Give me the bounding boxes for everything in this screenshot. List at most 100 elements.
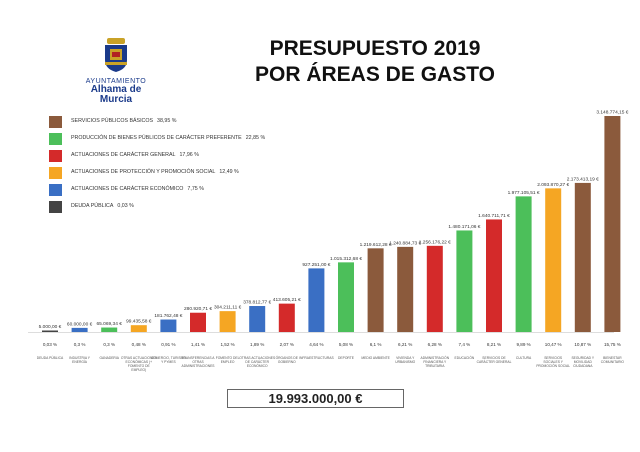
bar-pct-label: 4,64 % (309, 342, 323, 347)
title-line1: PRESUPUESTO 2019 (269, 37, 481, 60)
bar-9 (278, 303, 295, 332)
bar-11 (338, 262, 354, 332)
bar-pct-label: 0,91 % (161, 342, 175, 347)
bar-value-label: 99.435,58 € (126, 319, 152, 325)
legend-swatch (49, 201, 62, 213)
legend-label: DEUDA PÚBLICA (71, 203, 114, 209)
bar-pct-label: 0,3 % (74, 342, 86, 347)
legend-label: SERVICIOS PÚBLICOS BÁSICOS (71, 118, 154, 124)
bar-pct-label: 1,41 % (191, 342, 205, 347)
bar-value-label: 304.211,11 € (214, 305, 242, 311)
x-category-label: ADMINISTRACIÓN FINANCIERA Y TRIBUTARIA (421, 355, 450, 368)
bar-pct-label: 6,1 % (370, 342, 382, 347)
bar-17 (515, 196, 532, 332)
bar-8 (249, 306, 266, 332)
bar-14 (426, 245, 443, 332)
bar-value-label: 3.148.774,15 € (596, 110, 628, 116)
bar-pct-label: 0,3 % (103, 342, 115, 347)
bar-value-label: 65.069,34 € (97, 321, 123, 327)
legend-swatch (49, 116, 62, 128)
bar-13 (397, 246, 414, 332)
bar-value-label: 1.219.612,28 € (360, 242, 392, 248)
bar-pct-label: 0,03 % (43, 342, 57, 347)
x-category-label: COMERCIO, TURISMO Y PYMES (151, 356, 187, 364)
total-budget-box: 19.993.000,00 € (227, 389, 404, 408)
bar-value-label: 413.605,21 € (273, 297, 301, 303)
title-line2: POR ÁREAS DE GASTO (255, 63, 495, 86)
bar-value-label: 60.000,00 € (67, 321, 93, 327)
legend-pct: 0,03 % (117, 203, 134, 209)
x-category-label: OTRAS ACTUACIONES DE CARÁCTER ECONÓMICO (239, 356, 276, 368)
x-category-label: DEPORTE (338, 356, 355, 360)
legend-label: PRODUCCIÓN DE BIENES PÚBLICOS DE CARÁCTE… (71, 135, 242, 141)
bar-value-label: 1.015.312,68 € (330, 256, 362, 262)
bar-19 (574, 182, 591, 332)
bar-18 (545, 188, 562, 332)
x-category-label: EDUCACIÓN (455, 355, 475, 360)
bar-pct-label: 5,08 % (339, 342, 353, 347)
legend-pct: 12,49 % (219, 169, 239, 175)
bar-value-label: 1.256.176,22 € (419, 239, 451, 245)
bar-value-label: 2.093.870,27 € (537, 182, 569, 188)
bar-value-label: 280.920,71 € (184, 306, 212, 312)
bar-15 (456, 230, 473, 332)
x-category-label: GANADERIA (99, 356, 119, 360)
bar-3 (101, 327, 118, 332)
legend-label: ACTUACIONES DE CARÁCTER ECONÓMICO (71, 186, 184, 192)
x-category-label: FOMENTO DEL EMPLEO (216, 356, 240, 364)
x-category-label: SERVICIOS SOCIALES Y PROMOCIÓN SOCIAL (536, 356, 570, 368)
legend-label: ACTUACIONES DE CARÁCTER GENERAL (71, 152, 176, 158)
page-title: PRESUPUESTO 2019 POR ÁREAS DE GASTO (200, 36, 550, 88)
logo: AYUNTAMIENTO Alhama de Murcia (76, 38, 156, 105)
x-category-label: BIENESTAR COMUNITARIO (601, 356, 625, 364)
coat-of-arms-icon (105, 38, 127, 72)
x-category-label: INDUSTRIA Y ENERGÍA (69, 356, 90, 364)
bar-20 (604, 116, 621, 332)
bar-pct-label: 10,47 % (545, 342, 562, 347)
logo-line2: Alhama de Murcia (90, 84, 142, 105)
bar-value-label: 1.240.884,73 € (389, 240, 421, 246)
bar-value-label: 378.812,77 € (243, 300, 271, 306)
legend-swatch (49, 167, 62, 179)
bar-pct-label: 9,89 % (516, 342, 530, 347)
bar-10 (308, 268, 325, 332)
bar-value-label: 181.762,48 € (154, 313, 182, 319)
x-category-label: SEGURIDAD Y MOVILIDAD CIUDADANA (571, 356, 594, 368)
x-category-label: MEDIO AMBIENTE (361, 356, 390, 360)
bar-pct-label: 8,21 % (487, 342, 501, 347)
x-category-label: TRANSFERENCIAS A OTRAS ADMINISTRACIONES (182, 356, 216, 368)
legend-swatch (49, 150, 62, 162)
bar-pct-label: 0,48 % (132, 342, 146, 347)
bar-value-label: 1.640.711,71 € (478, 213, 510, 219)
x-category-label: INFRAESTRUCTURAS (299, 356, 334, 360)
legend-swatch (49, 184, 62, 196)
bar-pct-label: 2,07 % (280, 342, 294, 347)
bar-value-label: 927.251,00 € (302, 262, 330, 268)
x-category-label: SERVICIOS DE CARÁCTER GENERAL (477, 356, 512, 364)
bar-12 (367, 248, 384, 332)
logo-line1: AYUNTAMIENTO (85, 78, 147, 85)
bar-7 (219, 311, 236, 332)
bar-6 (190, 312, 206, 332)
legend-pct: 22,85 % (245, 135, 266, 141)
bar-pct-label: 1,89 % (250, 342, 264, 347)
x-category-label: ÓRGANOS DE GOBIERNO (276, 355, 299, 364)
x-category-label: OTRAS ACTUACIONES ECONÓMICAS (+ FOMENTO DE… (121, 356, 158, 372)
x-category-label: DEUDA PÚBLICA (37, 356, 64, 360)
bar-pct-label: 6,28 % (428, 342, 442, 347)
legend-pct: 17,96 % (179, 152, 199, 158)
bar-16 (486, 219, 502, 332)
legend-pct: 7,75 % (187, 186, 204, 192)
bar-value-label: 2.173.413,19 € (567, 176, 599, 182)
bar-2 (71, 327, 88, 332)
bar-4 (130, 325, 147, 332)
legend-pct: 38,95 % (157, 118, 177, 124)
bar-pct-label: 15,75 % (604, 342, 621, 347)
x-category-label: VIVIENDA Y URBANISMO (395, 356, 415, 364)
bar-value-label: 1.480.171,06 € (448, 224, 480, 230)
bar-5 (160, 319, 177, 332)
legend-swatch (49, 133, 62, 145)
bar-1 (42, 330, 58, 332)
bar-pct-label: 6,21 % (398, 342, 412, 347)
